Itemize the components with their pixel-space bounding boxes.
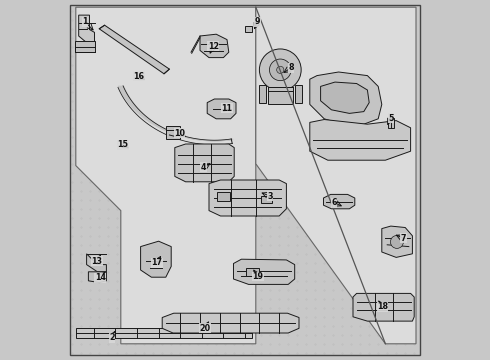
- Text: 4: 4: [201, 163, 206, 172]
- Polygon shape: [99, 25, 170, 74]
- Text: 2: 2: [109, 333, 115, 342]
- Polygon shape: [256, 7, 416, 344]
- Polygon shape: [79, 15, 95, 43]
- Text: 15: 15: [117, 140, 128, 149]
- Text: 17: 17: [151, 258, 162, 267]
- Text: 9: 9: [255, 17, 260, 26]
- Polygon shape: [310, 120, 411, 160]
- Bar: [295, 85, 301, 103]
- Polygon shape: [88, 272, 106, 283]
- Circle shape: [259, 49, 301, 91]
- Polygon shape: [320, 82, 369, 113]
- Text: 7: 7: [401, 234, 406, 243]
- Text: 14: 14: [95, 274, 106, 282]
- Bar: [245, 26, 252, 31]
- Polygon shape: [200, 34, 229, 58]
- Text: 16: 16: [133, 72, 144, 81]
- Text: 5: 5: [388, 114, 393, 122]
- Polygon shape: [141, 241, 171, 277]
- Text: 19: 19: [252, 272, 263, 281]
- Text: 6: 6: [332, 198, 337, 207]
- Polygon shape: [209, 180, 286, 216]
- Text: 12: 12: [208, 42, 219, 51]
- Polygon shape: [207, 99, 236, 119]
- Text: 8: 8: [288, 63, 294, 72]
- Text: 18: 18: [377, 302, 388, 311]
- Text: 3: 3: [268, 192, 273, 201]
- Polygon shape: [323, 194, 355, 209]
- Polygon shape: [76, 328, 252, 338]
- Circle shape: [270, 59, 291, 81]
- Polygon shape: [310, 72, 382, 124]
- Polygon shape: [233, 259, 294, 284]
- Text: 10: 10: [174, 129, 185, 138]
- Bar: [166, 126, 180, 139]
- Bar: [388, 118, 394, 128]
- Polygon shape: [382, 226, 413, 257]
- Polygon shape: [76, 7, 256, 344]
- Circle shape: [277, 66, 284, 73]
- Bar: [259, 85, 266, 103]
- Text: 11: 11: [221, 104, 232, 113]
- Polygon shape: [175, 144, 234, 182]
- Bar: [246, 268, 259, 276]
- Bar: [261, 196, 272, 203]
- Bar: [75, 41, 95, 52]
- Polygon shape: [353, 293, 414, 321]
- Text: 13: 13: [91, 256, 102, 266]
- Bar: [268, 87, 293, 104]
- Circle shape: [391, 235, 403, 248]
- Bar: [217, 192, 230, 201]
- Polygon shape: [162, 313, 299, 333]
- Text: 20: 20: [199, 324, 210, 333]
- Polygon shape: [87, 254, 106, 272]
- Text: 1: 1: [82, 17, 88, 26]
